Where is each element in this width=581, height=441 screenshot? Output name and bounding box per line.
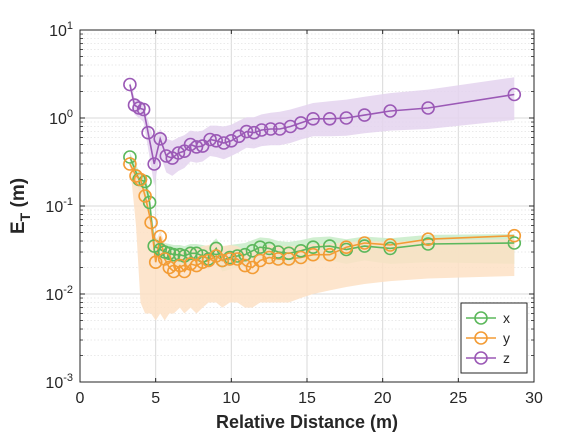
data-point-y [153, 229, 167, 244]
legend-label-y: y [503, 330, 510, 346]
data-point-z [254, 123, 269, 137]
data-point-z [306, 112, 320, 126]
data-point-z [322, 112, 337, 126]
data-point-z [217, 136, 231, 150]
data-point-x [262, 241, 277, 256]
x-tick-label: 25 [449, 390, 467, 407]
data-point-z [339, 111, 354, 125]
x-axis-label: Relative Distance (m) [216, 412, 398, 432]
legend-marker-x [474, 311, 488, 325]
data-point-y [201, 253, 216, 268]
x-tick-label: 20 [374, 390, 392, 407]
data-point-y [383, 238, 398, 252]
data-point-y [322, 247, 337, 262]
data-point-y [138, 189, 152, 203]
y-tick-label: 101 [49, 20, 73, 40]
data-point-y [357, 236, 372, 250]
data-point-y [262, 250, 277, 265]
y-tick-label: 10-1 [45, 196, 73, 216]
data-point-z [421, 101, 435, 115]
data-point-z [153, 132, 167, 146]
x-axis-ticks: 0 5 10 15 20 25 30 [76, 30, 543, 407]
data-point-z [209, 134, 223, 148]
data-point-y [148, 255, 163, 270]
data-point-y [507, 228, 522, 243]
data-point-x [383, 241, 398, 256]
data-point-y [144, 215, 158, 230]
data-point-y [253, 253, 267, 268]
data-point-y [162, 260, 177, 275]
data-point-y [339, 240, 354, 254]
data-point-y [421, 232, 435, 246]
legend-label-x: x [503, 310, 510, 326]
data-point-z [239, 124, 254, 139]
legend-marker-z [474, 351, 488, 365]
data-point-x [253, 240, 267, 254]
data-point-y [306, 247, 320, 262]
legend-marker-y [474, 331, 488, 345]
legend-items: xyz [466, 310, 510, 366]
data-point-z [507, 87, 522, 102]
data-point-x [123, 150, 137, 164]
band-y [129, 162, 515, 321]
data-point-z [383, 104, 398, 118]
data-point-y [123, 157, 137, 171]
confidence-bands [129, 77, 515, 321]
data-point-z [136, 102, 151, 117]
legend-label-z: z [503, 350, 510, 366]
x-tick-label: 5 [151, 390, 160, 407]
data-point-z [247, 125, 261, 140]
data-point-y [223, 252, 237, 266]
data-point-z [171, 146, 186, 160]
data-point-y [294, 250, 308, 265]
y-axis-label-sub: T [17, 212, 33, 221]
y-tick-label: 10-3 [45, 372, 73, 392]
data-point-z [263, 122, 278, 136]
series-markers [123, 77, 522, 279]
y-tick-label: 10-2 [45, 284, 73, 304]
data-point-y [271, 252, 286, 266]
x-tick-label: 15 [298, 390, 316, 407]
data-point-z [123, 77, 137, 92]
data-point-z [232, 129, 246, 144]
y-axis-label-main: E [8, 221, 29, 234]
data-point-z [147, 157, 161, 171]
data-point-z [357, 108, 372, 122]
data-point-x [507, 236, 522, 250]
data-point-y [215, 253, 230, 268]
x-tick-label: 10 [222, 390, 240, 407]
y-axis-label: ET (m) [8, 178, 33, 234]
data-point-z [224, 134, 239, 148]
data-point-x [322, 239, 337, 253]
data-point-x [306, 240, 320, 254]
data-point-x [245, 244, 260, 258]
data-point-x [209, 241, 223, 256]
data-point-x [294, 244, 308, 258]
data-point-x [238, 247, 252, 262]
x-tick-label: 30 [525, 390, 543, 407]
data-point-z [189, 140, 204, 154]
data-point-y [133, 172, 148, 187]
x-tick-label: 0 [76, 390, 85, 407]
data-point-y [238, 258, 252, 273]
series-line-y [129, 163, 515, 273]
data-point-x [421, 237, 435, 251]
data-point-y [129, 169, 143, 183]
data-point-z [141, 125, 155, 140]
legend: xyz [460, 302, 528, 374]
data-point-z [203, 132, 217, 147]
band-z [129, 77, 515, 186]
y-axis-ticks: 10-3 10-2 10-1 100 101 [45, 20, 534, 392]
y-axis-label-unit: (m) [8, 178, 29, 213]
data-point-z [294, 116, 308, 130]
data-point-y [245, 260, 260, 275]
data-point-y [195, 255, 210, 270]
y-tick-label: 100 [49, 108, 73, 128]
